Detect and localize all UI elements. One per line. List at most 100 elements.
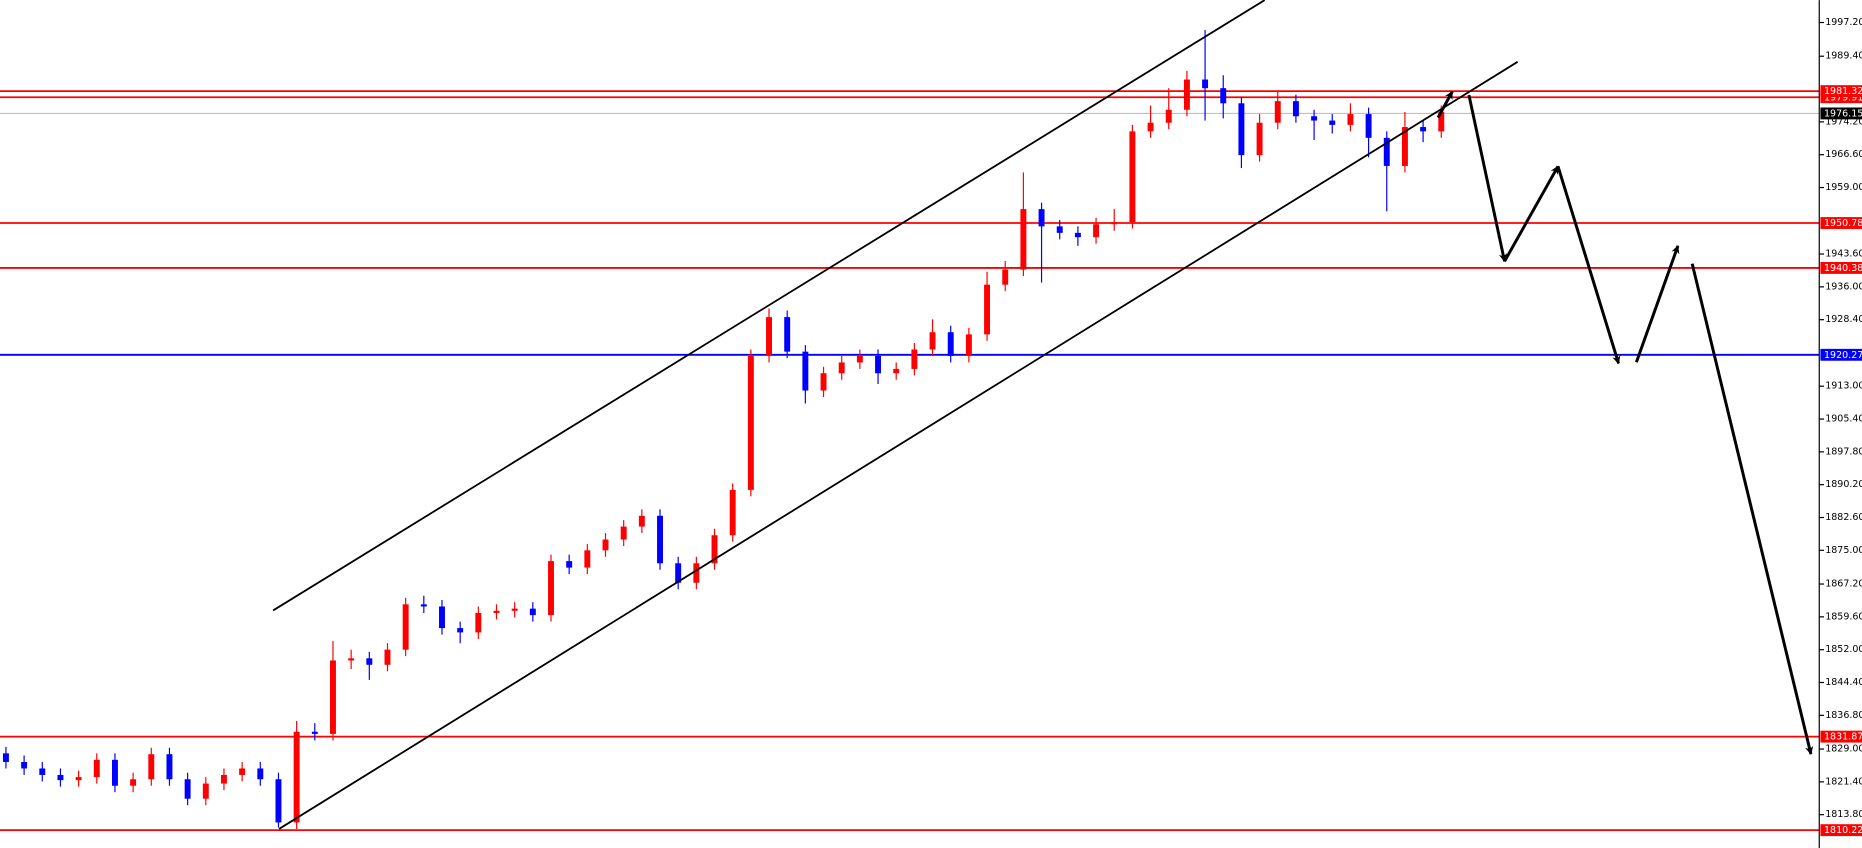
candle-body [1183,79,1190,110]
candle-body [802,351,809,391]
y-tick-label: 1852.00 [1825,644,1862,655]
candle-body [1256,122,1263,156]
y-tick-label: 1821.40 [1825,776,1862,787]
y-tick-label: 1867.20 [1825,579,1862,590]
level-label-bg [1820,217,1862,229]
y-tick-label: 1905.40 [1825,414,1862,425]
price-axis: 1997.20 1989.40 1974.20 1966.60 1959.00 1943.… [1819,17,1862,820]
candle-body [566,561,573,568]
y-tick-label: 1943.60 [1825,249,1862,260]
candle-body [1093,224,1100,238]
y-tick-label: 1966.60 [1825,149,1862,160]
candle-body [1365,114,1372,138]
candle-body [93,759,100,778]
y-tick-label: 1875.00 [1825,545,1862,556]
y-tick-label: 1928.40 [1825,314,1862,325]
candle-body [1165,109,1172,123]
candle-body [184,779,191,799]
arrow [1436,90,1454,119]
candle-body [275,779,282,823]
candle-body [838,362,845,374]
candle-body [766,317,772,356]
candle-body [166,754,173,780]
candle-body [984,284,991,335]
candle-body [1274,101,1281,123]
candle-body [1329,120,1336,125]
level-label: 1950.78 [1824,218,1862,229]
candle-body [1020,209,1027,270]
y-tick-label: 1989.40 [1825,51,1862,62]
candle-body [1383,137,1390,166]
candle-body [511,608,518,611]
y-tick-label: 1813.80 [1825,809,1862,820]
candle-body [657,515,663,564]
candle-body [439,606,445,629]
arrow [1634,245,1680,363]
y-tick-label: 1836.80 [1825,710,1862,721]
candle-body [584,550,591,568]
candle-body [493,610,500,613]
candle-body [947,332,954,356]
candle-body [239,768,246,775]
candle-body [620,526,627,540]
level-label-bg [1820,262,1862,274]
level-label: 1976.15 [1824,109,1862,120]
candle-body [457,628,464,633]
level-label: 1831.87 [1824,732,1862,743]
arrow [1556,165,1621,365]
candle-body [729,489,736,536]
candle-body [693,563,700,583]
candle-body [402,604,409,650]
candle-body [1220,88,1227,104]
candle-body [384,649,391,665]
candle-body [39,768,46,775]
trend-line [272,0,1266,612]
candle-body [75,777,82,781]
candle-body [602,539,609,551]
candle-body [1238,103,1245,156]
level-label: 1920.27 [1824,350,1862,361]
candle-body [711,535,718,564]
candle-body [420,604,427,607]
level-label: 1979.91 [1824,92,1862,103]
candle-body [1074,232,1081,238]
level-label: 1981.32 [1824,86,1862,97]
level-label-bg [1820,85,1862,98]
y-tick-label: 1829.00 [1825,744,1862,755]
candles [2,29,1445,829]
level-label-bg [1820,107,1862,120]
candle-body [675,563,682,583]
candle-body [21,761,28,769]
candle-body [1111,222,1118,225]
y-tick-label: 1844.40 [1825,677,1862,688]
level-label: 1810.22 [1824,825,1862,836]
drawings [272,0,1814,830]
arrow [1467,94,1508,263]
candle-body [1292,101,1299,117]
candle-body [1347,114,1354,125]
candle-body [348,658,355,661]
arrow [1690,263,1814,755]
y-tick-label: 1959.00 [1825,182,1862,193]
candle-body [57,774,64,781]
candle-body [820,373,827,391]
candle-body [784,317,791,352]
candle-body [929,332,936,350]
candle-body [1438,111,1445,132]
candle-body [529,608,536,616]
y-tick-label: 1913.00 [1825,381,1862,392]
candle-body [366,658,373,665]
y-tick-label: 1936.00 [1825,281,1862,292]
candle-body [856,355,863,363]
y-tick-label: 1997.20 [1825,17,1862,28]
candle-body [1420,127,1427,132]
candle-body [1129,131,1136,223]
candle-body [1401,127,1408,166]
candle-body [1056,226,1063,233]
candle-body [638,515,645,527]
candle-body [257,768,264,780]
candle-body [202,783,209,799]
